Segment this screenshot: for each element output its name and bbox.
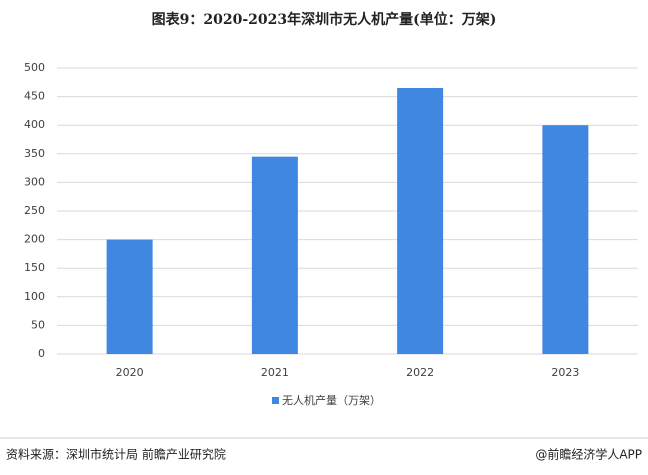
y-tick-label: 0 (38, 347, 45, 360)
x-tick-label: 2021 (261, 366, 289, 379)
y-tick-label: 350 (24, 147, 45, 160)
legend-label: 无人机产量（万架） (282, 393, 381, 407)
y-tick-label: 450 (24, 90, 45, 103)
credit: @前瞻经济学人APP (535, 447, 642, 462)
y-tick-label: 100 (24, 290, 45, 303)
x-tick-label: 2023 (551, 366, 579, 379)
y-tick-label: 200 (24, 233, 45, 246)
chart-title: 图表9：2020-2023年深圳市无人机产量(单位：万架) (152, 11, 497, 28)
x-tick-label: 2022 (406, 366, 434, 379)
y-tick-label: 150 (24, 261, 45, 274)
legend-swatch (272, 397, 279, 404)
y-tick-label: 250 (24, 204, 45, 217)
bar (251, 156, 298, 354)
bar (106, 239, 153, 354)
source: 资料来源：深圳市统计局 前瞻产业研究院 (6, 447, 226, 462)
x-tick-label: 2020 (116, 366, 144, 379)
bar (542, 125, 589, 354)
y-tick-label: 50 (31, 318, 45, 331)
y-tick-label: 500 (24, 61, 45, 74)
bar (397, 88, 444, 355)
y-tick-label: 300 (24, 175, 45, 188)
y-tick-label: 400 (24, 118, 45, 131)
